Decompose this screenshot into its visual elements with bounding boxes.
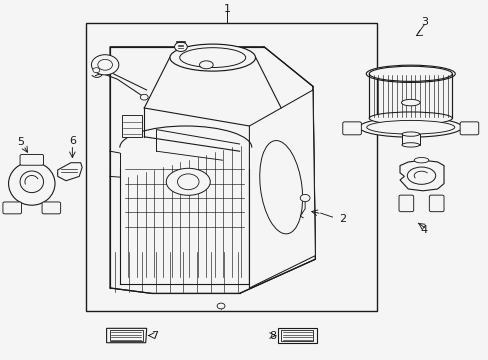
- Text: 7: 7: [151, 330, 158, 341]
- Ellipse shape: [170, 44, 255, 71]
- Text: 4: 4: [420, 225, 427, 235]
- Ellipse shape: [20, 171, 43, 193]
- Circle shape: [177, 174, 199, 190]
- Bar: [122, 115, 142, 137]
- FancyBboxPatch shape: [428, 195, 443, 212]
- Text: 6: 6: [69, 136, 76, 146]
- Ellipse shape: [8, 162, 55, 205]
- FancyBboxPatch shape: [20, 154, 43, 165]
- Ellipse shape: [368, 112, 451, 125]
- Ellipse shape: [259, 140, 302, 234]
- Ellipse shape: [180, 48, 245, 68]
- Ellipse shape: [413, 158, 428, 163]
- Polygon shape: [277, 328, 316, 343]
- Polygon shape: [106, 328, 146, 343]
- Circle shape: [300, 194, 309, 202]
- Ellipse shape: [401, 99, 419, 106]
- Polygon shape: [58, 163, 82, 181]
- Bar: [85, 23, 376, 311]
- Text: 1: 1: [224, 4, 230, 14]
- Circle shape: [217, 303, 224, 309]
- Ellipse shape: [359, 117, 461, 137]
- FancyBboxPatch shape: [3, 202, 21, 214]
- Circle shape: [174, 42, 187, 51]
- Text: 5: 5: [17, 137, 24, 147]
- Ellipse shape: [199, 61, 213, 69]
- Circle shape: [93, 68, 100, 73]
- Circle shape: [91, 55, 119, 75]
- Bar: [401, 134, 419, 145]
- Text: 8: 8: [269, 330, 276, 341]
- Ellipse shape: [166, 168, 210, 195]
- Ellipse shape: [366, 121, 454, 134]
- Ellipse shape: [366, 65, 454, 82]
- Polygon shape: [281, 330, 313, 341]
- Ellipse shape: [401, 132, 419, 136]
- FancyBboxPatch shape: [342, 122, 361, 135]
- Polygon shape: [249, 90, 315, 288]
- Ellipse shape: [401, 143, 419, 147]
- Circle shape: [140, 94, 148, 100]
- Polygon shape: [399, 160, 443, 191]
- Text: 2: 2: [338, 214, 345, 224]
- FancyBboxPatch shape: [459, 122, 478, 135]
- Polygon shape: [110, 47, 315, 293]
- Ellipse shape: [407, 167, 435, 184]
- Ellipse shape: [368, 66, 451, 81]
- Circle shape: [98, 59, 112, 70]
- FancyBboxPatch shape: [398, 195, 413, 212]
- FancyBboxPatch shape: [42, 202, 61, 214]
- Text: 3: 3: [420, 17, 427, 27]
- Polygon shape: [110, 330, 142, 341]
